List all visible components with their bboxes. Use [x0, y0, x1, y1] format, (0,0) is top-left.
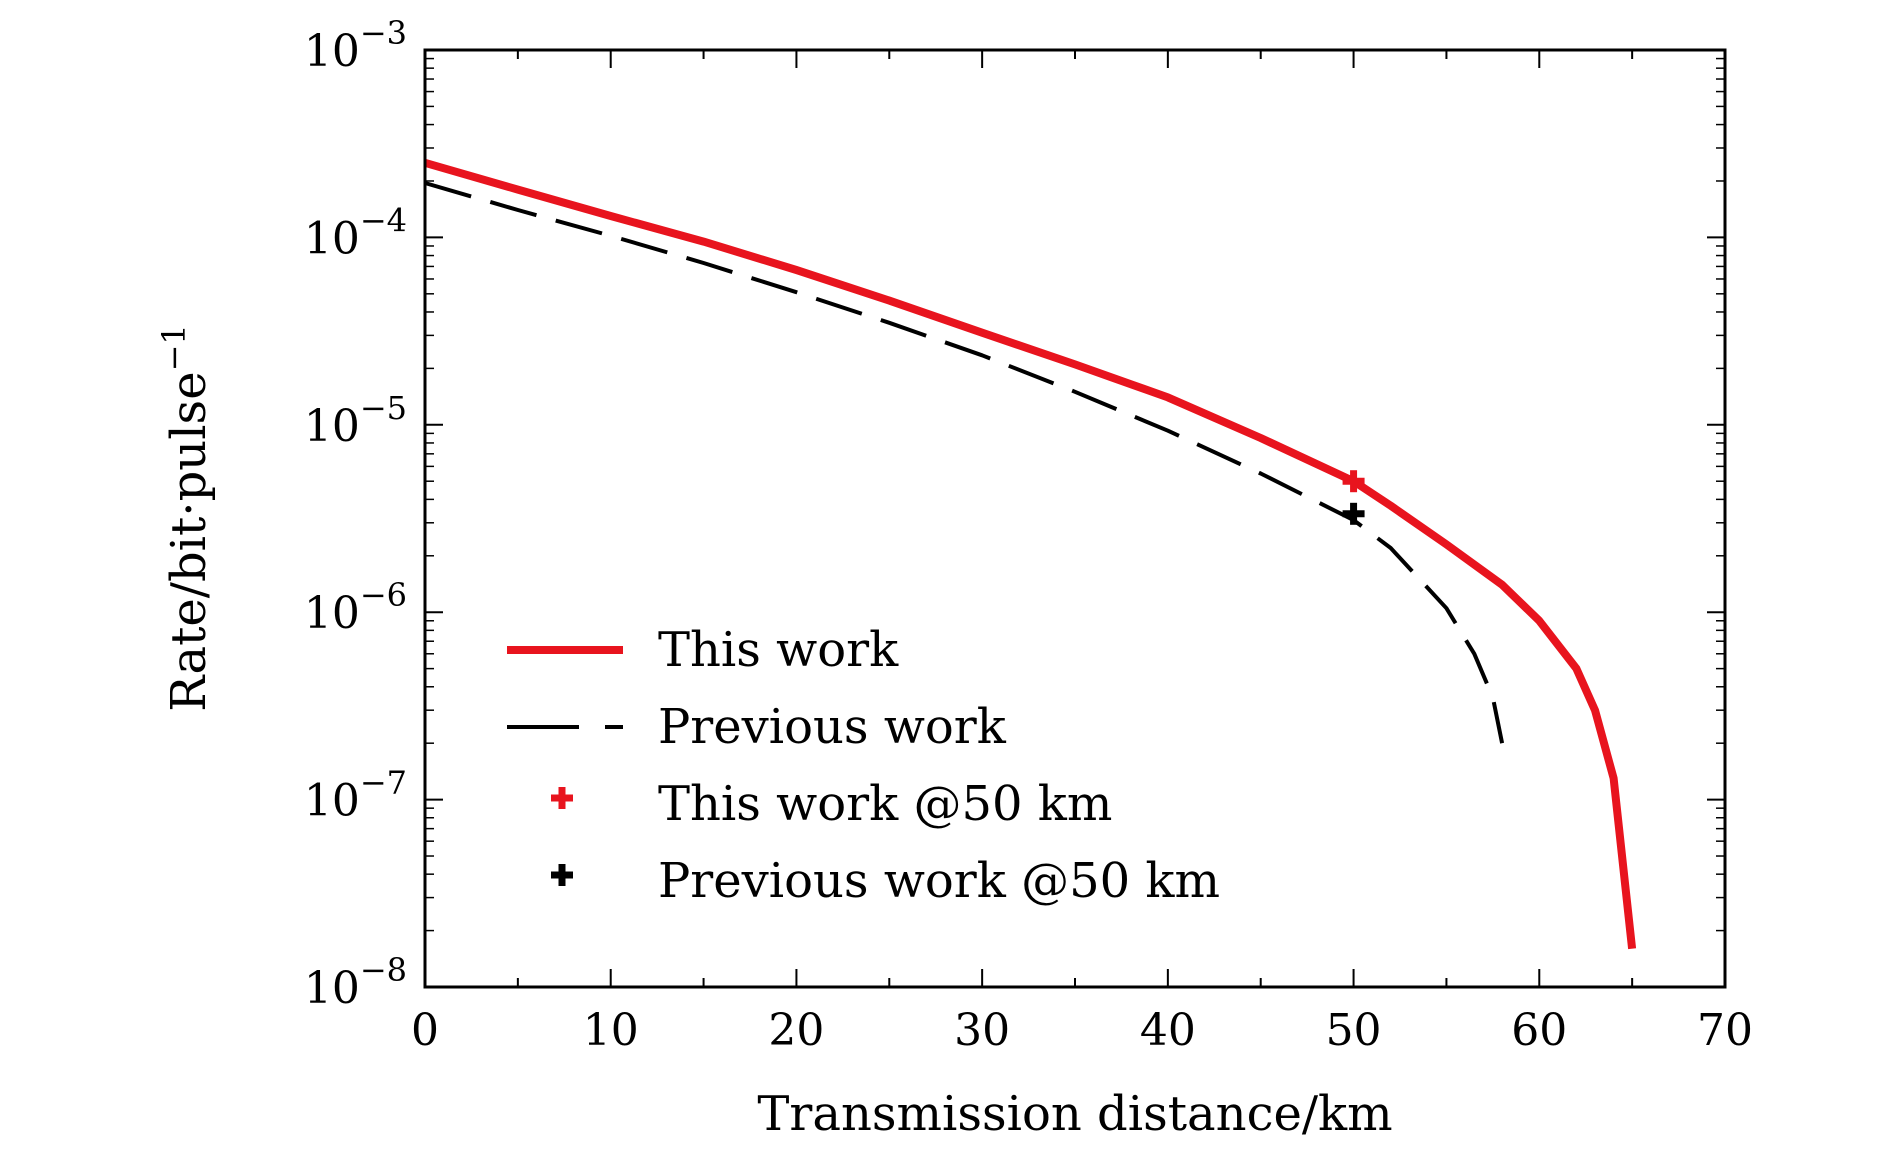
x-axis: 0 10 20 30 40 50 60 70 [411, 50, 1753, 1056]
y-tick-label: 10−5 [304, 389, 407, 452]
y-tick-label-exponent: −3 [360, 14, 407, 52]
x-axis-label: Transmission distance/km [757, 1086, 1392, 1142]
y-tick-label-base: 10 [304, 213, 360, 264]
y-tick-label-base: 10 [304, 963, 360, 1014]
legend-swatch [551, 864, 573, 886]
y-axis-label: Rate/bit·pulse−1 [155, 324, 217, 712]
y-tick-label-exponent: −4 [360, 201, 407, 239]
x-tick-label: 30 [954, 1005, 1010, 1056]
legend-label: This work @50 km [658, 776, 1112, 832]
y-axis-label-exponent: −1 [155, 324, 193, 371]
y-tick-label: 10−4 [304, 201, 407, 264]
legend-label: Previous work @50 km [658, 853, 1220, 909]
x-tick-label: 50 [1326, 1005, 1382, 1056]
x-tick-label: 60 [1511, 1005, 1567, 1056]
y-tick-label-exponent: −6 [360, 576, 407, 614]
x-tick-label: 70 [1697, 1005, 1753, 1056]
legend-item: Previous work @50 km [551, 853, 1220, 909]
legend-swatch [551, 787, 573, 809]
legend-item: Previous work [507, 699, 1007, 755]
data-point-marker [1342, 502, 1365, 525]
y-tick-label: 10−8 [304, 951, 407, 1014]
plot-frame [423, 48, 1727, 989]
x-tick-label: 0 [411, 1005, 439, 1056]
plot-area [423, 158, 1637, 950]
legend: This work Previous work This work @50 km Pr… [507, 622, 1220, 909]
x-tick-label: 10 [583, 1005, 639, 1056]
legend-item: This work [507, 622, 899, 678]
y-axis-label-main: Rate/bit·pulse [161, 371, 217, 711]
legend-label: This work [658, 622, 899, 678]
y-tick-label: 10−3 [304, 14, 407, 77]
y-tick-label-base: 10 [304, 776, 360, 827]
series-line [424, 181, 1505, 744]
x-tick-label: 40 [1140, 1005, 1196, 1056]
y-tick-label: 10−7 [304, 764, 407, 827]
y-axis: 10−310−410−510−610−710−8 [304, 14, 1725, 1014]
legend-item: This work @50 km [551, 776, 1112, 832]
legend-label: Previous work [658, 699, 1007, 755]
y-tick-label-exponent: −7 [360, 764, 407, 802]
y-tick-label-base: 10 [304, 401, 360, 452]
y-tick-label-exponent: −5 [360, 389, 407, 427]
y-tick-label-exponent: −8 [360, 951, 407, 989]
y-tick-label-base: 10 [304, 26, 360, 77]
series-line [423, 158, 1637, 950]
y-tick-label-base: 10 [304, 588, 360, 639]
y-tick-label: 10−6 [304, 576, 407, 639]
data-point-marker [1342, 470, 1365, 493]
x-tick-label: 20 [768, 1005, 824, 1056]
